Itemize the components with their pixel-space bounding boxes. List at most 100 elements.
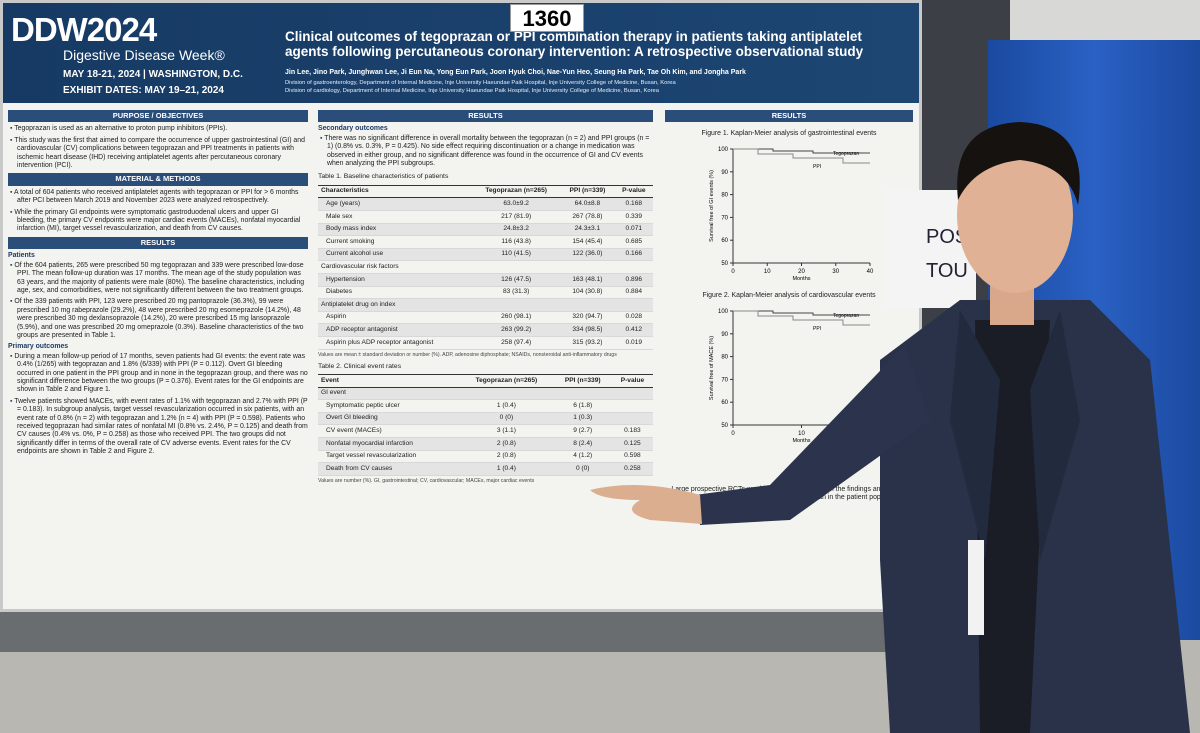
header-cell: PPI (n=339) [560,184,615,199]
legend-entry: PPI [813,326,821,332]
table-cell: 116 (43.8) [472,235,561,249]
bullet: During a mean follow-up period of 17 mon… [14,353,308,395]
table-cell: 0.071 [614,223,653,237]
table-cell [560,260,615,274]
table-cell: ADP receptor antagonist [318,323,473,337]
header-cell: Event [318,373,460,388]
bullet: There was no significant difference in o… [324,135,653,169]
section-row: Antiplatelet drug on index [318,298,653,312]
table-row: Male sex 217 (81.9) 267 (78.8) 0.339 [318,210,653,224]
table-cell [611,399,653,413]
table-cell: 0.183 [611,424,653,438]
table-cell: 0 (0) [553,462,612,476]
figure: 506070809010001020MonthsSurvival free of… [709,309,874,444]
x-tick-label: 10 [798,431,805,437]
legend-entry: Tegoprazan [833,313,859,319]
table-row: Current smoking 116 (43.8) 154 (45.4) 0.685 [318,235,653,249]
authors: Jin Lee, Jino Park, Junghwan Lee, Ji Eun… [285,69,746,76]
exhibit-dates: EXHIBIT DATES: MAY 19–21, 2024 [63,85,224,96]
table-footnote: Values are mean ± standard deviation or … [318,351,617,358]
table-cell: Nonfatal myocardial infarction [318,437,460,451]
table-cell [472,260,561,274]
table-cell: 0.028 [614,311,653,325]
dates: MAY 18-21, 2024 | WASHINGTON, D.C. [63,69,243,80]
board-edge [0,612,940,652]
table-row: Target vessel revascularization 2 (0.8) 4 … [318,450,653,464]
table-cell: 4 (1.2) [553,450,612,464]
x-axis-label: Months [792,438,810,443]
table-cell [459,387,554,401]
y-tick-label: 80 [721,192,728,198]
table-cell: 0.258 [611,462,653,476]
section-heading: RESULTS [8,236,308,250]
table-row: Diabetes 83 (31.3) 104 (30.8) 0.884 [318,286,653,300]
table-row: Current alcohol use 110 (41.5) 122 (36.0) 0… [318,248,653,262]
legend-entry: PPI [813,164,821,170]
table-cell: 1 (0.4) [459,462,554,476]
table-cell: Diabetes [318,286,473,300]
table-row: Age (years) 63.0±9.2 64.0±8.8 0.168 [318,197,653,212]
table-cell [560,298,615,312]
x-tick-label: 20 [798,269,805,275]
bullet: Of the 604 patients, 265 were prescribed… [14,262,308,296]
table-cell: 0.168 [614,197,653,212]
table-cell: 154 (45.4) [560,235,615,249]
table-cell: 258 (97.4) [472,336,561,350]
table-cell: 334 (98.5) [560,323,615,337]
table-cell: 83 (31.3) [472,286,561,300]
y-tick-label: 50 [721,423,728,429]
table-cell: 0.896 [614,273,653,287]
header-cell: Tegoprazan (n=265) [472,184,561,199]
table-row: Death from CV causes 1 (0.4) 0 (0) 0.258 [318,462,653,476]
subheading: Primary outcomes [8,343,69,351]
lapel [950,310,1080,560]
table-cell [611,387,653,401]
table-cell: 0 (0) [459,412,554,426]
poster-header: DDW2024 Digestive Disease Week® MAY 18-2… [3,3,919,103]
y-tick-label: 50 [721,261,728,267]
bullet: Tegoprazan is used as an alternative to … [14,125,308,133]
section-row: Cardiovascular risk factors [318,260,653,274]
table-header: Event Tegoprazan (n=265) PPI (n=339) P-valu… [318,373,653,388]
poster: DDW2024 Digestive Disease Week® MAY 18-2… [0,0,922,612]
table-cell: 126 (47.5) [472,273,561,287]
table-cell: 0.412 [614,323,653,337]
arm [695,345,930,525]
table-cell: 0.166 [614,248,653,262]
table-row: Nonfatal myocardial infarction 2 (0.8) 8 (… [318,437,653,451]
table-cell [614,298,653,312]
x-tick-label: 0 [731,431,735,437]
table-cell: 0.125 [611,437,653,451]
y-tick-label: 90 [721,331,728,337]
table-cell: Aspirin [318,311,473,325]
table-cell: Death from CV causes [318,462,460,476]
table-cell: 24.3±3.1 [560,223,615,237]
table-cell: GI event [318,387,460,401]
table-cell [611,412,653,426]
badge [968,540,984,635]
x-axis-label: Months [792,276,810,281]
subheading: Patients [8,252,35,260]
y-axis-label: Survival free of GI events (%) [709,170,715,242]
section-heading: MATERIAL & METHODS [8,173,308,186]
header-cell: Characteristics [318,184,473,199]
header-cell: P-value [614,184,653,199]
table-cell: 9 (2.7) [553,424,612,438]
logo-subtitle: Digestive Disease Week® [63,47,225,63]
table-caption: Table 1. Baseline characteristics of pat… [318,173,449,181]
table-cell: 0.339 [614,210,653,224]
table-cell: Body mass index [318,223,473,237]
table-cell: Male sex [318,210,473,224]
table-cell: 267 (78.8) [560,210,615,224]
y-tick-label: 60 [721,400,728,406]
figure: 50 60 70 80 90 100 0 10 20 30 40 Months Survival fre… [709,147,874,282]
section-heading: RESULTS [318,110,653,123]
sign-text: TOU [926,260,968,282]
poster-title: Clinical outcomes of tegoprazan or PPI c… [285,29,864,59]
x-tick-label: 40 [867,269,874,275]
legend-entry: Tegoprazan [833,151,859,157]
table-caption: Table 2. Clinical event rates [318,362,402,370]
table-cell: Current smoking [318,235,473,249]
table-cell: 24.8±3.2 [472,223,561,237]
